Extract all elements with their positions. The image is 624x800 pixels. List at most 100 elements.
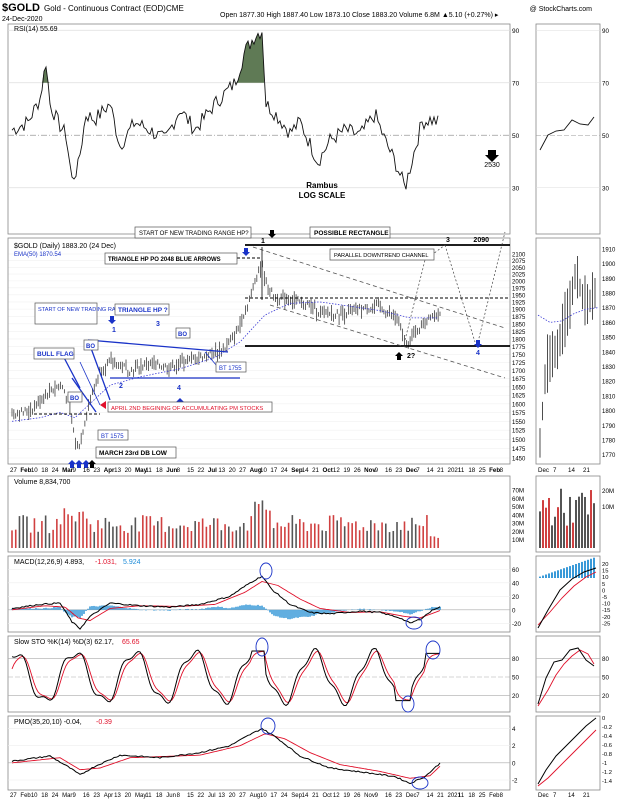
wave-label-4-right: 4	[476, 350, 480, 357]
macd-hist-bar	[57, 606, 59, 610]
volume-bar	[130, 525, 133, 548]
bull-flag-box: BULL FLAG	[33, 347, 75, 360]
bo-text-2: BO	[178, 332, 187, 338]
volume-bar	[149, 516, 152, 548]
side-rsi-tick: 90	[602, 28, 609, 35]
volume-bar	[284, 526, 286, 548]
side-macd-bar	[566, 567, 568, 578]
macd-panel-frame	[7, 555, 511, 633]
side-volume-bar	[554, 516, 556, 548]
price-tick-label: 1950	[512, 293, 526, 299]
side-pmo-tick: -0.4	[602, 734, 613, 740]
volume-tick-label: 10M	[512, 537, 524, 544]
macd-hist-bar	[247, 604, 249, 610]
side-volume-bar	[566, 525, 568, 548]
path-to-breakout	[477, 231, 506, 343]
bottom-x-label: 24	[52, 793, 59, 799]
volume-bar	[29, 532, 32, 548]
bottom-x-label: 8	[500, 793, 504, 799]
x-axis-label: Dec	[406, 467, 418, 474]
x-axis-label: 9	[73, 467, 77, 474]
volume-bar	[100, 528, 103, 548]
bottom-x-label: 27	[239, 793, 246, 799]
volume-bar	[407, 530, 410, 548]
macd-hist-bar	[417, 609, 419, 612]
x-axis-label: 15	[187, 467, 194, 474]
macd-hist-bar	[125, 608, 127, 610]
macd-hist-bar	[285, 609, 287, 618]
x-axis-label: 23	[93, 467, 100, 474]
volume-bar	[246, 530, 249, 548]
wave-label-3-top: 3	[446, 237, 450, 244]
macd-hist-bar	[273, 609, 275, 616]
x-axis-label: 17	[270, 467, 277, 474]
volume-tick-label: 50M	[512, 504, 524, 511]
side-volume-bar	[569, 496, 571, 548]
macd-hist-bar	[201, 608, 203, 610]
macd-hist-bar	[319, 609, 321, 614]
side-price-tick: 1820	[602, 380, 616, 386]
bottom-x-label: May	[135, 793, 146, 799]
volume-bar	[325, 530, 327, 548]
volume-bar	[422, 526, 424, 548]
macd-hist-bar	[439, 606, 441, 610]
bo-box-1: BO	[83, 339, 99, 351]
volume-bar	[261, 500, 264, 548]
macd-hist-bar	[43, 608, 45, 610]
bottom-x-label: 9	[73, 793, 77, 799]
wave-label-4-left: 4	[177, 385, 181, 392]
symbol: $GOLD	[2, 2, 40, 14]
sto-peak-circle	[255, 637, 269, 657]
volume-bar	[355, 521, 357, 548]
side-price-tick: 1860	[602, 321, 616, 327]
bo-text-3: BO	[70, 396, 79, 402]
bottom-x-label: 12	[333, 793, 340, 799]
volume-bar	[426, 515, 428, 548]
macd-hist-bar	[363, 608, 365, 610]
volume-bar	[44, 515, 47, 548]
macd-hist-bar	[25, 608, 27, 610]
triangle-hp-box: TRIANGLE HP ?	[114, 303, 170, 316]
side-macd-bar	[572, 565, 574, 578]
side-volume-bar	[575, 499, 577, 548]
macd-hist-bar	[135, 608, 137, 610]
start-range-left-text: START OF NEW TRADING RANGE	[38, 307, 128, 313]
volume-tick-label: 70M	[512, 488, 524, 495]
macd-hist-bar	[255, 605, 257, 610]
macd-hist-bar	[403, 609, 405, 614]
volume-bar	[179, 525, 182, 548]
volume-bar	[366, 530, 368, 548]
rsi-tick-label: 70	[512, 80, 520, 87]
macd-hist-bar	[87, 608, 89, 610]
macd-hist-bar	[401, 609, 403, 612]
bottom-x-label: 21	[437, 793, 444, 799]
volume-bar	[213, 518, 215, 548]
volume-bar	[41, 521, 43, 548]
price-tick-label: 1725	[512, 361, 526, 367]
x-axis-label: 25	[479, 467, 486, 474]
macd-hist-bar	[11, 608, 13, 610]
macd-hist-bar	[213, 607, 215, 610]
side-macd-bar	[581, 561, 583, 578]
price-tick-label: 1650	[512, 385, 526, 391]
macd-hist-bar	[203, 608, 205, 610]
volume-bar	[280, 526, 282, 548]
macd-hist-bar	[159, 609, 161, 611]
volume-bar	[399, 529, 402, 548]
volume-bar	[257, 503, 260, 548]
side-price-tick: 1810	[602, 394, 616, 400]
macd-hist-bar	[385, 609, 387, 612]
macd-hist-bar	[37, 608, 39, 610]
ticks-layer: 2100207520502025200019751950192519001875…	[10, 28, 526, 799]
macd-hist-bar	[59, 606, 61, 610]
volume-bar	[343, 526, 346, 548]
side-macd-tick: -15	[602, 608, 610, 614]
bt-1755-pointer	[204, 351, 218, 367]
volume-bar	[411, 517, 413, 548]
macd-hist-bar	[295, 609, 297, 618]
triangle-upper	[87, 339, 229, 353]
volume-bar	[254, 501, 256, 548]
bottom-x-label: 16	[385, 793, 392, 799]
macd-hist-bar	[235, 606, 237, 610]
